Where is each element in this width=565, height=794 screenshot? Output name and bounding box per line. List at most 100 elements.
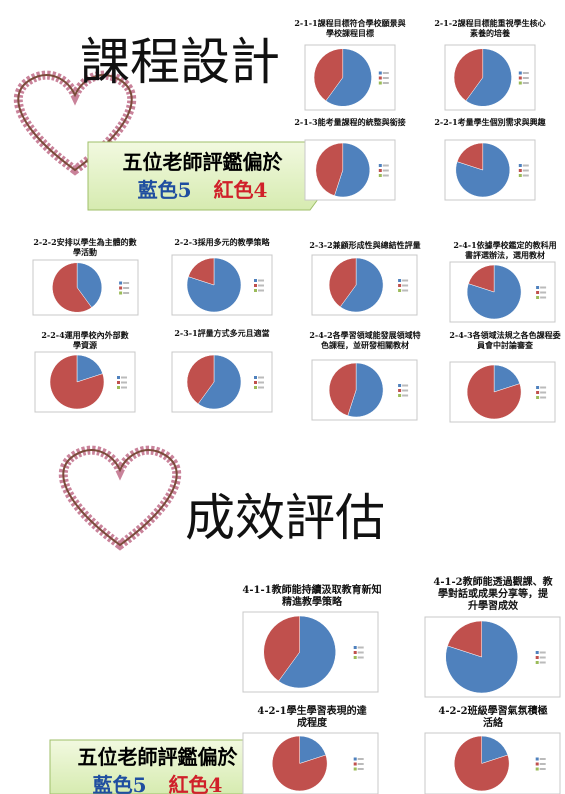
legend-swatch (254, 386, 257, 389)
legend-text-stub (539, 656, 546, 659)
legend-swatch (119, 281, 123, 285)
legend-swatch (535, 661, 539, 664)
pie-slice (313, 48, 344, 102)
legend-swatch (254, 279, 257, 282)
legend-text-stub (402, 289, 409, 292)
chart-title: 2-3-1評量方式多元且適當 (174, 328, 270, 338)
chart-title: 2-3-2兼顧形成性與總結性評量 (309, 240, 421, 250)
chart-title: 2-1-1課程目標符合學校願景與 學校課程目標 (294, 18, 406, 38)
legend-text-stub (382, 77, 389, 79)
pie-slice (278, 615, 336, 689)
legend-swatch (353, 757, 357, 761)
pie-slice (447, 620, 482, 658)
heart-wreath (13, 70, 137, 176)
legend-swatch (398, 279, 402, 282)
legend-text-stub (539, 758, 546, 760)
legend-text-stub (123, 292, 130, 294)
legend-text-stub (258, 381, 264, 384)
legend-swatch (117, 376, 120, 379)
legend-swatch (518, 169, 522, 172)
legend-text-stub (258, 386, 264, 389)
callout-blue: 藍色5 (137, 178, 192, 202)
pie-slice (315, 142, 344, 196)
legend-swatch (535, 651, 539, 654)
legend-text-stub (357, 646, 364, 649)
legend-text-stub (402, 384, 409, 387)
legend-text-stub (539, 768, 546, 770)
legend-swatch (398, 284, 402, 287)
legend-text-stub (402, 389, 409, 392)
legend-swatch (353, 646, 357, 649)
pie-slice (263, 615, 300, 682)
legend-text-stub (357, 656, 364, 659)
callout-text: 五位老師評鑑偏於 (77, 745, 238, 769)
pie-slice (76, 262, 103, 308)
legend-swatch (536, 291, 540, 294)
pie-slice (468, 264, 495, 293)
legend-swatch (378, 174, 382, 177)
legend-text-stub (121, 376, 127, 379)
legend-text-stub (539, 661, 546, 664)
callout: 五位老師評鑑偏於 藍色5 紅色4 (95, 148, 310, 204)
chart-title: 2-4-2各學習領域能發展領域特 色課程，並研發相關教材 (309, 330, 421, 350)
legend-text-stub (540, 286, 547, 289)
legend-text-stub (123, 282, 130, 284)
legend-text-stub (402, 394, 409, 397)
legend-swatch (119, 291, 123, 295)
section-heading: 成效評估 (185, 489, 385, 547)
legend-swatch (353, 762, 357, 766)
legend-swatch (398, 394, 402, 397)
legend-swatch (254, 289, 257, 292)
legend-swatch (378, 169, 382, 172)
callout: 五位老師評鑑偏於 藍色5 紅色4 (55, 743, 260, 794)
pie-slice (334, 142, 371, 198)
pie-slice (49, 354, 105, 410)
legend-swatch (536, 386, 540, 389)
pie-slice (325, 48, 372, 107)
legend-swatch (254, 381, 257, 384)
pie-slice (454, 735, 510, 792)
legend-text-stub (357, 651, 364, 654)
chart-title: 2-2-4運用學校內外部數 學資源 (41, 330, 129, 350)
legend-text-stub (121, 386, 127, 389)
legend-text-stub (402, 284, 409, 287)
section-heading: 課程設計 (80, 33, 280, 91)
legend-swatch (398, 289, 402, 292)
legend-swatch (378, 76, 382, 80)
pie-slice (466, 364, 522, 420)
legend-text-stub (539, 651, 546, 654)
chart-title: 4-2-1學生學習表現的達 成程度 (257, 706, 367, 729)
legend-text-stub (357, 758, 364, 760)
pie-slice (186, 354, 215, 405)
legend-text-stub (357, 763, 364, 765)
legend-text-stub (540, 296, 547, 299)
legend-swatch (254, 284, 257, 287)
legend-swatch (518, 81, 522, 85)
pie-slice (197, 354, 242, 410)
legend-swatch (536, 286, 540, 289)
legend-swatch (398, 384, 402, 387)
pie-slice (456, 142, 484, 171)
chart-title: 4-1-1教師能持續汲取教育新知 精進教學策略 (242, 585, 382, 608)
pie-slice (347, 362, 384, 418)
legend-text-stub (121, 381, 127, 384)
legend-text-stub (258, 284, 264, 287)
chart-title: 2-2-2安排以學生為主體的數 學活動 (33, 237, 137, 257)
legend-swatch (518, 174, 522, 177)
legend-swatch (254, 376, 257, 379)
chart-title: 2-2-1考量學生個別需求與興趣 (434, 117, 546, 127)
legend-text-stub (123, 287, 130, 289)
legend-swatch (536, 296, 540, 299)
legend-text-stub (540, 291, 547, 294)
legend-swatch (535, 757, 539, 761)
legend-text-stub (522, 72, 529, 74)
chart-title: 4-2-2班級學習氣氛積極 活絡 (438, 706, 548, 729)
callout-blue: 藍色5 (92, 773, 147, 794)
pie-slice (272, 735, 328, 792)
legend-swatch (536, 396, 540, 399)
legend-text-stub (522, 82, 529, 84)
chart-title: 2-4-3各領域法規之各色課程委 員會中討論審查 (449, 330, 561, 350)
legend-swatch (535, 762, 539, 766)
legend-text-stub (258, 289, 264, 292)
